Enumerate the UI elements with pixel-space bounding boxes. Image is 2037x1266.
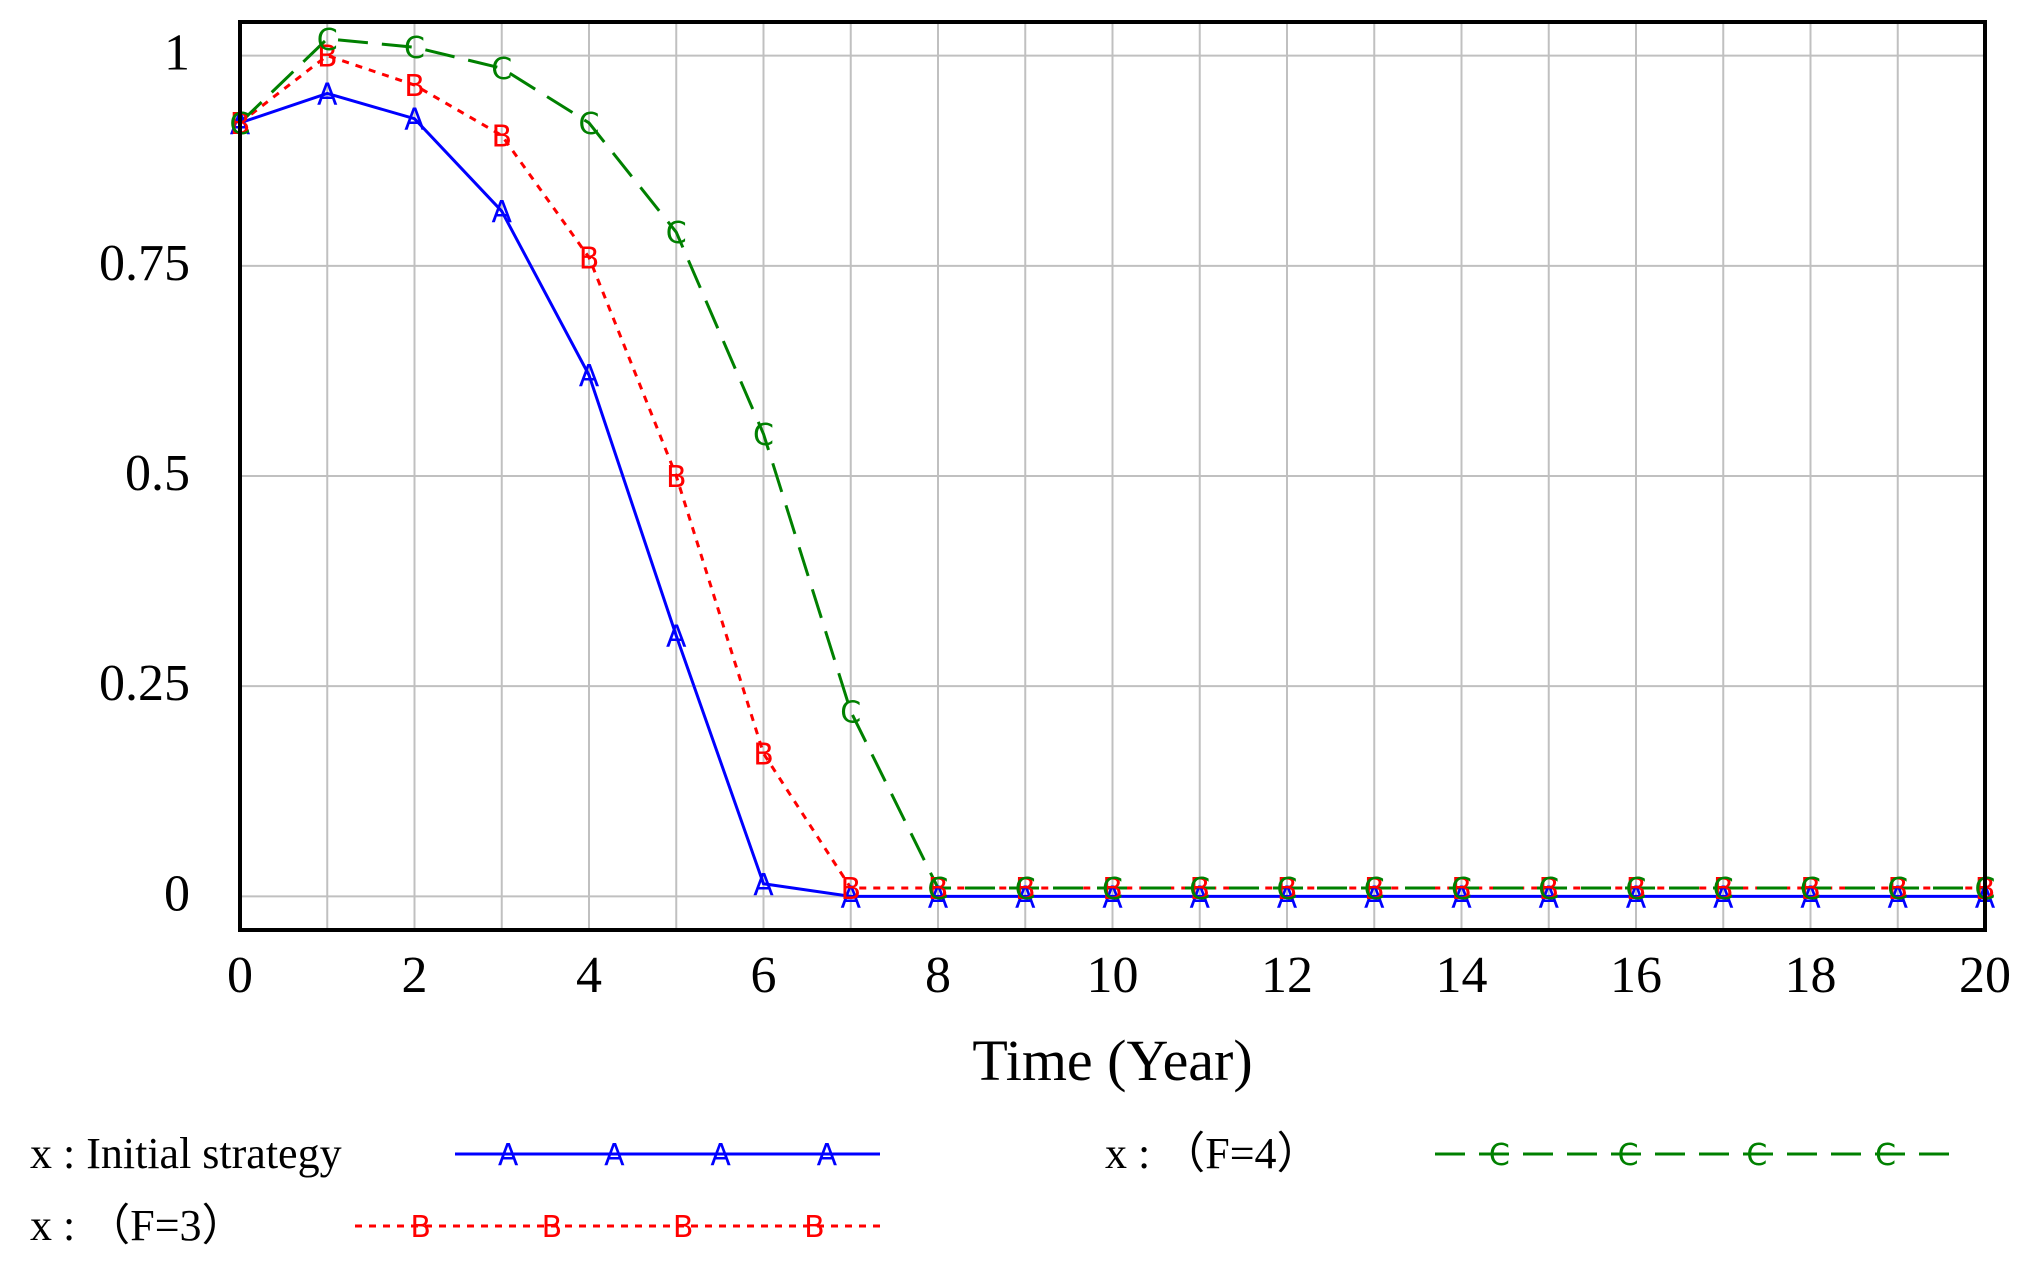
y-tick-label: 0.5 <box>125 445 190 502</box>
x-tick-label: 0 <box>227 947 253 1004</box>
series-line-A <box>239 91 1985 898</box>
y-tick-labels: 0 0.25 0.5 0.75 1 <box>99 25 190 923</box>
data-point-B: B <box>753 737 774 772</box>
data-point-B: B <box>1800 872 1821 907</box>
legend-marker-B: B <box>804 1210 825 1245</box>
data-point-C: C <box>317 23 338 58</box>
data-point-A: A <box>1626 880 1647 915</box>
x-axis-title: Time (Year) <box>972 1028 1252 1093</box>
x-tick-label: 20 <box>1959 947 2011 1004</box>
legend-marker-B: B <box>673 1210 694 1245</box>
legend-marker-A: A <box>498 1138 519 1173</box>
legend-label: x : （F=3） <box>30 1201 246 1250</box>
grid <box>240 22 1985 930</box>
legend-marker-C: C <box>1489 1138 1510 1173</box>
data-point-B: B <box>1277 872 1298 907</box>
y-tick-label: 1 <box>164 25 190 82</box>
legend-marker-C: C <box>1746 1138 1767 1173</box>
data-point-B: B <box>1887 872 1908 907</box>
legend-label: x : Initial strategy <box>30 1129 342 1178</box>
data-point-C: C <box>666 216 687 251</box>
legend-marker-A: A <box>604 1138 625 1173</box>
data-point-B: B <box>579 241 600 276</box>
data-point-A: A <box>491 195 512 230</box>
data-point-B: B <box>1102 872 1123 907</box>
data-point-A: A <box>1015 880 1036 915</box>
data-point-C: C <box>404 31 425 66</box>
x-tick-label: 10 <box>1087 947 1139 1004</box>
data-point-A: A <box>579 359 600 394</box>
y-tick-label: 0.75 <box>99 235 190 292</box>
data-point-B: B <box>1626 872 1647 907</box>
x-tick-labels: 0 2 4 6 8 10 12 14 16 18 20 <box>227 947 2011 1004</box>
data-point-C: C <box>1887 872 1908 907</box>
data-point-B: B <box>1015 872 1036 907</box>
x-tick-label: 14 <box>1436 947 1488 1004</box>
data-point-A: A <box>317 77 338 112</box>
data-point-C: C <box>1800 872 1821 907</box>
legend-marker-A: A <box>817 1138 838 1173</box>
data-point-A: A <box>1364 880 1385 915</box>
data-point-B: B <box>317 40 338 75</box>
x-tick-label: 12 <box>1261 947 1313 1004</box>
data-point-A: A <box>666 620 687 655</box>
data-point-B: B <box>404 69 425 104</box>
data-point-C: C <box>1015 872 1036 907</box>
data-point-B: B <box>1713 872 1734 907</box>
data-point-A: A <box>1887 880 1908 915</box>
data-point-B: B <box>1364 872 1385 907</box>
data-point-C: C <box>491 52 512 87</box>
data-point-A: A <box>1189 880 1210 915</box>
data-point-A: A <box>840 880 861 915</box>
legend-marker-A: A <box>710 1138 731 1173</box>
data-point-C: C <box>1538 872 1559 907</box>
x-tick-label: 4 <box>576 947 602 1004</box>
data-point-C: C <box>1626 872 1647 907</box>
data-point-C: C <box>1277 872 1298 907</box>
series-lines <box>238 37 1985 898</box>
data-point-A: A <box>1451 880 1472 915</box>
plot-frame <box>238 20 1987 932</box>
x-tick-label: 8 <box>925 947 951 1004</box>
legend-marker-B: B <box>410 1210 431 1245</box>
data-point-C: C <box>1451 872 1472 907</box>
data-point-C: C <box>1364 872 1385 907</box>
legend: x : Initial strategy A A A Ax : （F=3） B B B Bx :… <box>30 1129 1950 1250</box>
legend-marker-C: C <box>1875 1138 1896 1173</box>
data-point-B: B <box>1538 872 1559 907</box>
data-point-C: C <box>1713 872 1734 907</box>
y-tick-label: 0.25 <box>99 655 190 712</box>
data-point-C: C <box>840 695 861 730</box>
data-point-A: A <box>404 103 425 138</box>
x-tick-label: 18 <box>1785 947 1837 1004</box>
data-point-B: B <box>928 872 949 907</box>
legend-label: x : （F=4） <box>1105 1129 1321 1178</box>
data-point-C: C <box>579 107 600 142</box>
x-tick-label: 16 <box>1610 947 1662 1004</box>
x-tick-label: 2 <box>402 947 428 1004</box>
data-point-B: B <box>491 120 512 155</box>
data-point-A: A <box>753 868 774 903</box>
data-point-A: A <box>1538 880 1559 915</box>
data-point-B: B <box>1451 872 1472 907</box>
data-point-B: B <box>1189 872 1210 907</box>
data-point-C: C <box>1189 872 1210 907</box>
legend-marker-B: B <box>542 1210 563 1245</box>
data-point-A: A <box>1713 880 1734 915</box>
data-point-A: A <box>1102 880 1123 915</box>
y-tick-label: 0 <box>164 865 190 922</box>
data-point-B: B <box>840 872 861 907</box>
data-point-C: C <box>753 418 774 453</box>
data-point-A: A <box>1277 880 1298 915</box>
data-point-A: A <box>928 880 949 915</box>
data-point-A: A <box>1800 880 1821 915</box>
x-tick-label: 6 <box>751 947 777 1004</box>
legend-marker-C: C <box>1618 1138 1639 1173</box>
data-point-B: B <box>666 460 687 495</box>
series-line-C <box>238 37 1985 890</box>
data-point-C: C <box>928 872 949 907</box>
data-point-C: C <box>1102 872 1123 907</box>
